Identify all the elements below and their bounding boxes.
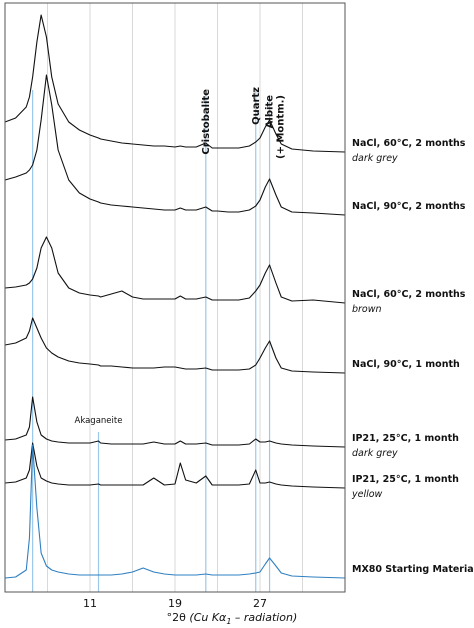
legend-label: IP21, 25°C, 1 month xyxy=(352,433,459,444)
legend-label: MX80 Starting Material xyxy=(352,564,474,575)
x-axis-title-part: 1 xyxy=(226,617,231,626)
reference-label: (+ Montm.) xyxy=(276,95,287,159)
labels: 11 19 27 Akaganeite Cristobalite Quartz Albite… xyxy=(75,87,474,610)
x-axis-title: °2θ (Cu Kα1 – radiation) xyxy=(167,611,298,626)
x-axis-title-part: °2θ xyxy=(167,611,190,624)
reference-label: Albite xyxy=(265,95,276,129)
reference-label: Quartz xyxy=(251,87,262,125)
trace xyxy=(4,236,346,304)
trace xyxy=(4,317,346,374)
trace xyxy=(4,14,346,153)
x-axis-title-part: (Cu Kα xyxy=(189,611,227,624)
legend-label: NaCl, 60°C, 2 months xyxy=(352,289,466,300)
legend-sublabel: yellow xyxy=(351,489,383,500)
legend-label: NaCl, 90°C, 2 months xyxy=(352,201,466,212)
legend-label: IP21, 25°C, 1 month xyxy=(352,474,459,485)
x-tick-label: 27 xyxy=(253,597,267,610)
traces xyxy=(4,14,346,579)
legend-sublabel: dark grey xyxy=(352,153,398,164)
trace xyxy=(4,396,346,448)
legend-sublabel: brown xyxy=(352,304,382,315)
x-tick-label: 11 xyxy=(83,597,97,610)
plot-frame xyxy=(4,2,346,593)
x-tick-label: 19 xyxy=(168,597,182,610)
trace xyxy=(4,444,346,579)
reference-label: Akaganeite xyxy=(75,416,123,426)
trace xyxy=(4,74,346,216)
x-axis-title-part: – radiation) xyxy=(231,611,297,624)
legend-label: NaCl, 60°C, 2 months xyxy=(352,138,466,149)
legend-sublabel: dark grey xyxy=(352,448,398,459)
legend-label: NaCl, 90°C, 1 month xyxy=(352,359,460,370)
reference-label: Cristobalite xyxy=(201,89,212,155)
trace xyxy=(4,442,346,489)
